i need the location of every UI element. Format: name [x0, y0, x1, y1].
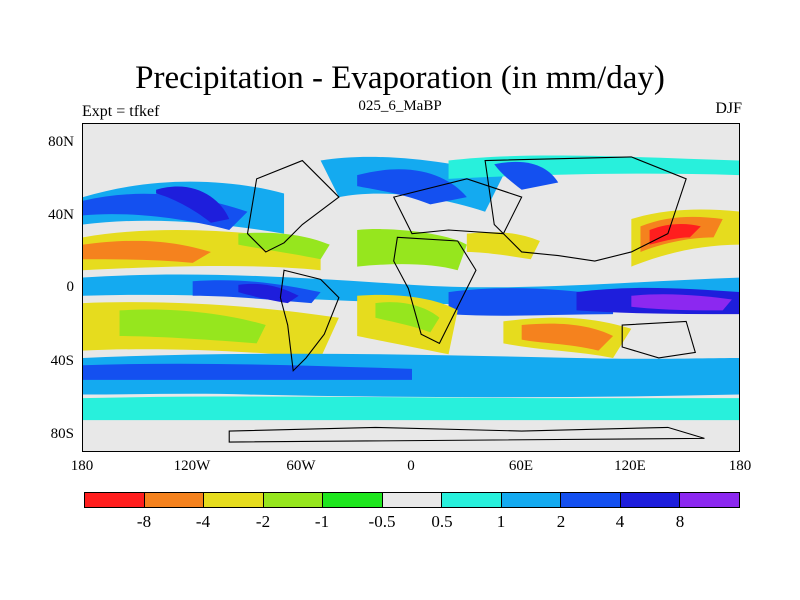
- colorbar-label: 2: [556, 512, 566, 531]
- colorbar-swatch: [561, 493, 621, 507]
- colorbar: [84, 492, 740, 508]
- lon-label-60e: 60E: [508, 458, 534, 474]
- period-label: 025_6_MaBP: [358, 98, 442, 114]
- colorbar-label: -8: [136, 512, 152, 531]
- lat-label-80s: 80S: [50, 426, 74, 442]
- lon-label-120w: 120W: [173, 458, 211, 474]
- lon-label-60w: 60W: [286, 458, 316, 474]
- lat-label-80n: 80N: [48, 134, 74, 150]
- colorbar-swatch: [442, 493, 502, 507]
- colorbar-label: 1: [496, 512, 506, 531]
- colorbar-swatch: [501, 493, 562, 507]
- colorbar-swatch: [323, 493, 383, 507]
- lat-label-0: 0: [66, 279, 75, 295]
- map-panel: [82, 123, 740, 452]
- colorbar-label: -0.5: [368, 512, 396, 531]
- colorbar-swatch: [144, 493, 205, 507]
- lon-label-120e: 120E: [614, 458, 646, 474]
- colorbar-swatch: [382, 493, 443, 507]
- colorbar-label: -4: [195, 512, 211, 531]
- colorbar-label: -2: [255, 512, 271, 531]
- colorbar-swatch: [680, 493, 740, 507]
- colorbar-swatch: [204, 493, 264, 507]
- lon-label-0: 0: [407, 458, 415, 474]
- season-label: DJF: [715, 100, 742, 117]
- colorbar-label: 0.5: [431, 512, 453, 531]
- lat-label-40s: 40S: [50, 353, 74, 369]
- colorbar-swatch: [263, 493, 324, 507]
- lon-label-180e: 180: [728, 458, 752, 474]
- lon-label-180w: 180: [70, 458, 94, 474]
- p-e-contour-map: [83, 124, 739, 451]
- colorbar-swatch: [620, 493, 681, 507]
- colorbar-label: 4: [615, 512, 625, 531]
- colorbar-swatch: [85, 493, 145, 507]
- lat-label-40n: 40N: [48, 207, 74, 223]
- experiment-label: Expt = tfkef: [82, 103, 160, 120]
- colorbar-label: -1: [314, 512, 330, 531]
- colorbar-label: 8: [675, 512, 685, 531]
- plot-title: Precipitation - Evaporation (in mm/day): [135, 60, 665, 96]
